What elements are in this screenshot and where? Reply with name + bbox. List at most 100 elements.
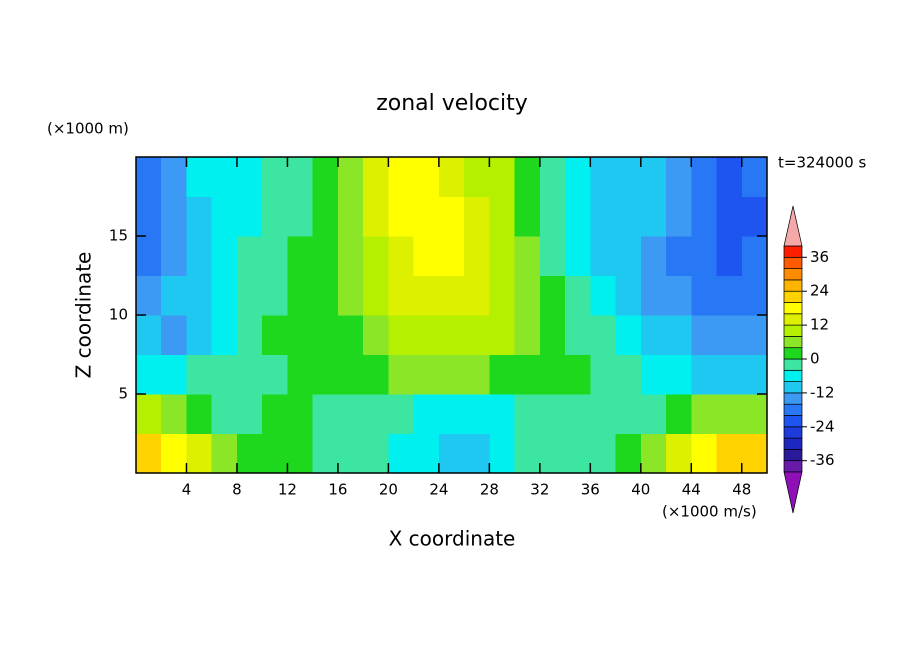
contour-cell [186, 236, 213, 276]
contour-cell [691, 354, 718, 395]
contour-cell [363, 354, 389, 395]
contour-cell [565, 433, 591, 474]
contour-cell [640, 315, 667, 355]
contour-cell [363, 157, 389, 197]
contour-cell [287, 354, 314, 395]
contour-cell [287, 433, 314, 474]
x-tick-label: 28 [480, 481, 499, 499]
contour-cell [337, 433, 364, 474]
contour-cell [489, 157, 516, 197]
colorbar-label: 0 [810, 350, 820, 368]
contour-cell [615, 394, 642, 434]
contour-cell [161, 394, 187, 434]
colorbar-box [783, 392, 803, 405]
contour-cell [363, 196, 389, 237]
colorbar-box [783, 460, 803, 473]
colorbar-box [783, 245, 803, 258]
colorbar-box [783, 336, 803, 349]
contour-cell [211, 315, 238, 355]
colorbar-box [783, 324, 803, 337]
colorbar-box [783, 279, 803, 292]
contour-cell [312, 433, 339, 474]
contour-cell [287, 315, 314, 355]
contour-cell [590, 315, 617, 355]
contour-cell [615, 354, 642, 395]
y-unit: (×1000 m) [47, 120, 129, 138]
contour-cell [464, 236, 490, 276]
contour-cell [211, 236, 238, 276]
contour-cell [691, 275, 718, 316]
contour-cell [388, 394, 415, 434]
contour-cell [640, 196, 667, 237]
contour-cell [489, 196, 516, 237]
x-tick-label: 40 [631, 481, 650, 499]
contour-cell [640, 433, 667, 474]
contour-cell [539, 354, 566, 395]
colorbar-label: -12 [810, 383, 835, 401]
contour-cell [136, 394, 162, 434]
contour-cell [464, 275, 490, 316]
contour-cell [363, 394, 389, 434]
contour-cell [666, 236, 692, 276]
contour-cell [666, 196, 692, 237]
x-tick-label: 12 [278, 481, 297, 499]
contour-cell [211, 196, 238, 237]
contour-cell [186, 196, 213, 237]
contour-cell [236, 236, 263, 276]
contour-cell [236, 157, 263, 197]
contour-cell [716, 236, 743, 276]
contour-cell [565, 275, 591, 316]
contour-cell [615, 315, 642, 355]
contour-cell [211, 275, 238, 316]
contour-cell [741, 236, 768, 276]
contour-cell [691, 157, 718, 197]
contour-cell [363, 236, 389, 276]
contour-cell [539, 394, 566, 434]
contour-cell [489, 236, 516, 276]
contour-cell [464, 433, 490, 474]
contour-cell [337, 394, 364, 434]
contour-cell [565, 354, 591, 395]
contour-cell [590, 354, 617, 395]
contour-cell [262, 196, 288, 237]
contour-cell [262, 433, 288, 474]
contour-cell [716, 394, 743, 434]
contour-cell [186, 275, 213, 316]
y-tick-label: 10 [109, 306, 128, 324]
contour-cell [539, 196, 566, 237]
contour-cell [514, 315, 541, 355]
x-tick-label: 32 [530, 481, 549, 499]
contour-cell [161, 157, 187, 197]
time-label: t=324000 s [778, 154, 866, 172]
contour-cell [464, 157, 490, 197]
contour-cell [666, 315, 692, 355]
contour-cell [262, 315, 288, 355]
contour-cell [716, 354, 743, 395]
colorbar-box [783, 268, 803, 281]
contour-cell [565, 394, 591, 434]
contour-cell [565, 157, 591, 197]
contour-cell [211, 394, 238, 434]
contour-cell [716, 196, 743, 237]
y-tick-label: 15 [109, 227, 128, 245]
colorbar-label: 24 [810, 282, 829, 300]
contour-cell [312, 354, 339, 395]
contour-cell [615, 157, 642, 197]
contour-cell [666, 354, 692, 395]
contour-cell [413, 433, 440, 474]
contour-cell [716, 157, 743, 197]
contour-cell [464, 394, 490, 434]
contour-cell [312, 394, 339, 434]
contour-cell [136, 433, 162, 474]
contour-cell [640, 275, 667, 316]
colorbar-box [783, 369, 803, 382]
contour-cell [615, 196, 642, 237]
contour-cell [489, 275, 516, 316]
contour-cell [161, 196, 187, 237]
contour-cell [539, 275, 566, 316]
colorbar-box [783, 347, 803, 360]
contour-cell [615, 275, 642, 316]
contour-cell [211, 354, 238, 395]
colorbar-box [783, 290, 803, 303]
